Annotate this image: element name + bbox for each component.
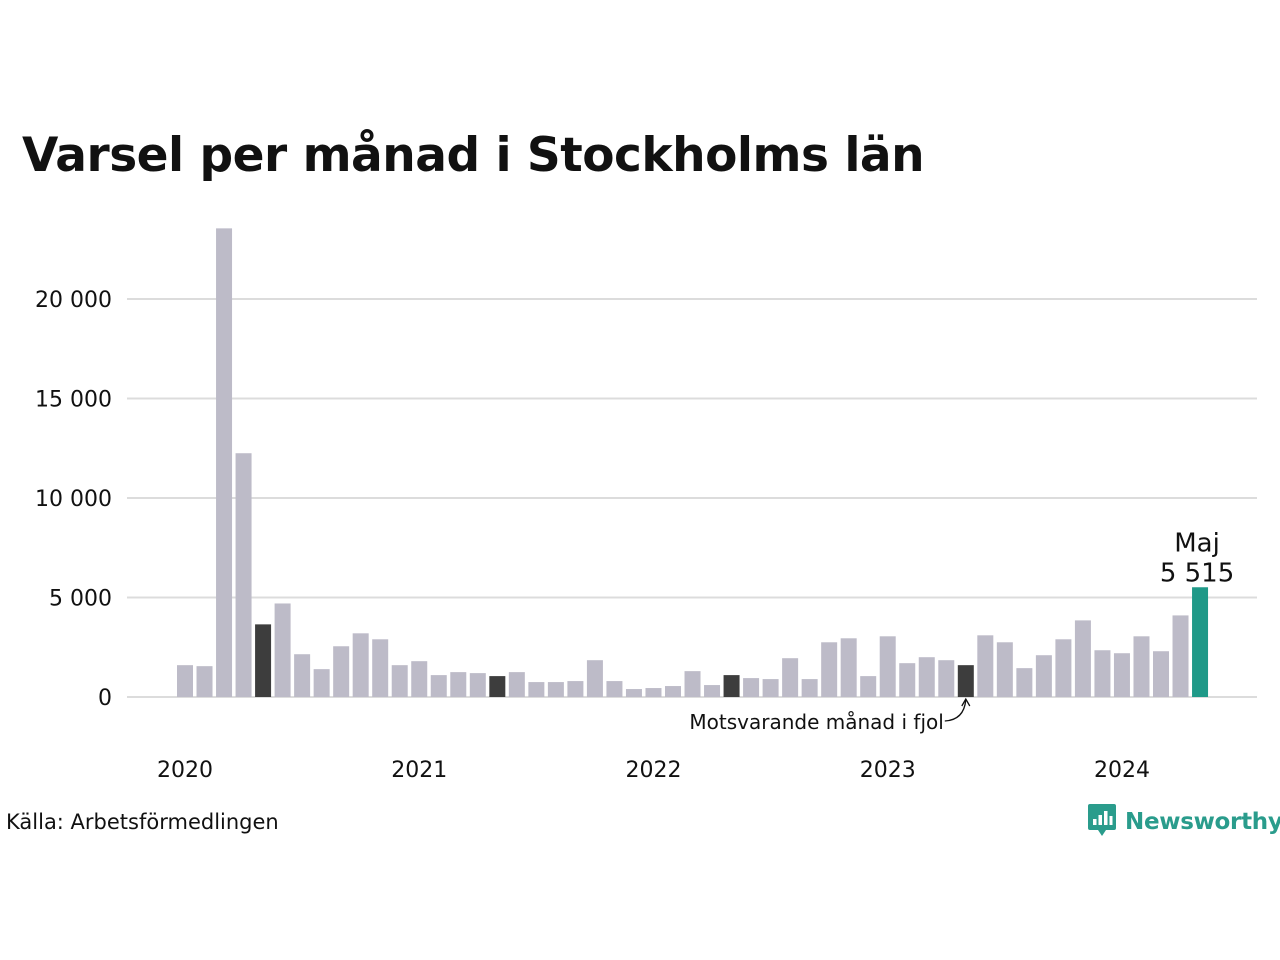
bar [782,658,799,697]
bar [586,660,603,697]
bar [508,672,525,697]
y-tick-label: 5 000 [49,587,112,612]
source-note: Källa: Arbetsförmedlingen [6,810,279,834]
bar [1133,636,1150,697]
bar [547,682,564,697]
highlight-month-label: Maj [1174,528,1220,558]
bar [333,646,350,697]
bar [274,603,291,697]
bar [528,682,545,697]
bar [684,671,701,697]
y-tick-label: 20 000 [35,288,112,313]
bar [313,669,330,697]
bar [1094,650,1111,697]
bar [1113,653,1130,697]
bar-current-month [1192,587,1209,697]
y-tick-label: 10 000 [35,487,112,512]
bar [1074,620,1091,697]
x-tick-label: 2024 [1094,758,1150,783]
bar [860,676,877,697]
y-tick-label: 0 [98,686,112,711]
bar-same-month [489,676,506,697]
bar [1016,668,1033,697]
annotation-label: Motsvarande månad i fjol [689,710,943,734]
bar [879,636,896,697]
bar [235,453,252,697]
bar [1035,655,1052,697]
bar [567,681,584,697]
bar [918,657,935,697]
x-axis-labels: 2020 2021 2022 2023 2024 [157,758,1150,783]
bar [606,681,623,697]
bar [899,663,916,697]
bar [821,642,838,697]
y-axis-labels: 0 5 000 10 000 15 000 20 000 [35,288,112,711]
chart-title: Varsel per månad i Stockholms län [22,128,925,183]
bar [801,679,818,697]
bar [762,679,779,697]
bar [704,685,721,697]
bar [469,673,486,697]
bar [294,654,311,697]
bar [411,661,428,697]
bar [938,660,955,697]
bar [430,675,447,697]
bar-same-month [723,675,740,697]
bars [177,228,1209,698]
x-tick-label: 2022 [625,758,681,783]
brand-logo: Newsworthy [1087,803,1280,841]
bar [450,672,467,697]
bar [743,678,760,697]
bar [177,665,193,697]
highlight-value-label: 5 515 [1160,558,1234,588]
bar [1153,651,1169,697]
bar [352,633,369,697]
bar [1055,639,1072,697]
bar-same-month [957,665,974,697]
bar [391,665,408,697]
bar [840,638,857,697]
bar [372,639,389,697]
bar [196,666,213,697]
annotation-arrow [944,699,967,722]
brand-name: Newsworthy [1125,809,1280,835]
bar [216,228,233,698]
bar-same-month [255,624,272,697]
x-tick-label: 2021 [391,758,447,783]
bar-chart-badge-icon [1087,802,1117,842]
bar [665,686,681,697]
bar [1172,615,1189,697]
bar [977,635,994,697]
bar [996,642,1013,697]
y-tick-label: 15 000 [35,388,112,413]
x-tick-label: 2023 [860,758,916,783]
x-tick-label: 2020 [157,758,213,783]
bar [645,688,662,697]
bar [625,689,642,697]
annotation-arrow-head [961,697,971,707]
